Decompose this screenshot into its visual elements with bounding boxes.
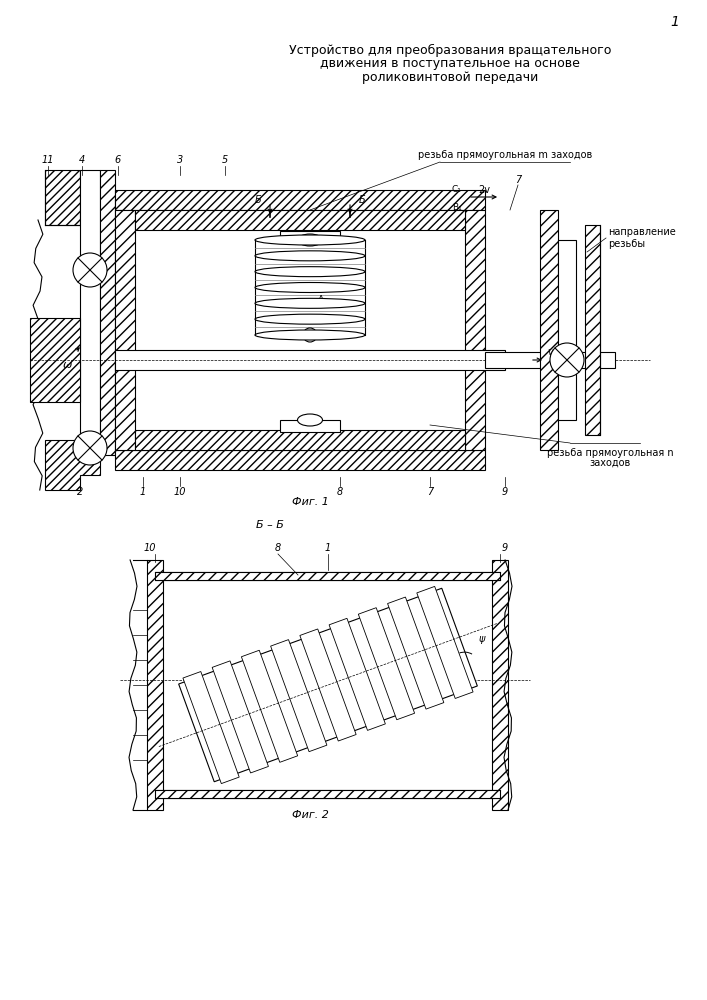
Bar <box>100 170 115 455</box>
Bar <box>558 240 576 420</box>
Circle shape <box>73 431 107 465</box>
Text: v: v <box>547 347 553 357</box>
Text: ω: ω <box>64 360 73 370</box>
Text: 8: 8 <box>275 543 281 553</box>
Text: Б – Б: Б – Б <box>256 520 284 530</box>
Bar <box>135 430 465 450</box>
Ellipse shape <box>298 414 322 426</box>
Ellipse shape <box>303 328 317 342</box>
Polygon shape <box>387 597 444 709</box>
Polygon shape <box>241 650 298 762</box>
Text: 1: 1 <box>670 15 679 29</box>
Text: 11: 11 <box>42 155 54 165</box>
Polygon shape <box>179 588 477 782</box>
Ellipse shape <box>255 251 365 261</box>
Polygon shape <box>417 586 473 698</box>
Polygon shape <box>45 170 100 225</box>
Text: Фиг. 2: Фиг. 2 <box>291 810 329 820</box>
Bar <box>30 318 80 402</box>
Bar <box>80 170 100 455</box>
Text: κ: κ <box>457 660 462 670</box>
Ellipse shape <box>255 314 365 324</box>
Bar <box>155 572 500 580</box>
Ellipse shape <box>255 267 365 277</box>
Text: 10: 10 <box>174 487 186 497</box>
Ellipse shape <box>298 234 322 246</box>
Polygon shape <box>183 672 239 784</box>
Polygon shape <box>45 440 100 490</box>
Text: заходов: заходов <box>590 458 631 468</box>
Bar <box>155 790 500 798</box>
Text: 8: 8 <box>337 487 343 497</box>
Bar <box>280 420 340 432</box>
Bar <box>115 190 485 210</box>
Bar <box>585 225 600 435</box>
Text: резьбы: резьбы <box>608 239 645 249</box>
Bar <box>115 450 485 470</box>
Bar <box>115 210 135 450</box>
Text: Устройство для преобразования вращательного: Устройство для преобразования вращательн… <box>289 43 611 57</box>
Bar <box>135 210 465 230</box>
Bar <box>485 352 615 368</box>
Bar <box>115 350 505 370</box>
Text: C₁: C₁ <box>452 186 462 194</box>
Text: роликовинтовой передачи: роликовинтовой передачи <box>362 72 538 85</box>
Text: 2v: 2v <box>478 185 490 195</box>
Polygon shape <box>300 629 356 741</box>
Text: движения в поступательное на основе: движения в поступательное на основе <box>320 57 580 70</box>
Text: 1: 1 <box>325 543 331 553</box>
Text: Б: Б <box>358 195 366 205</box>
Polygon shape <box>329 618 385 730</box>
Circle shape <box>550 343 584 377</box>
Ellipse shape <box>255 298 365 308</box>
Text: 2: 2 <box>77 487 83 497</box>
Text: ψ: ψ <box>479 634 485 644</box>
Text: резьба прямоугольная n: резьба прямоугольная n <box>547 448 673 458</box>
Bar <box>540 210 558 450</box>
Ellipse shape <box>255 235 365 245</box>
Polygon shape <box>271 640 327 752</box>
Text: Б: Б <box>255 195 262 205</box>
Text: 7: 7 <box>515 175 521 185</box>
Polygon shape <box>358 608 414 720</box>
Text: резьба прямоугольная m заходов: резьба прямоугольная m заходов <box>418 150 592 160</box>
Text: 9: 9 <box>502 487 508 497</box>
Bar <box>492 560 508 810</box>
Text: Фиг. 1: Фиг. 1 <box>291 497 329 507</box>
Text: 4: 4 <box>79 155 85 165</box>
Text: 6: 6 <box>115 155 121 165</box>
Ellipse shape <box>255 330 365 340</box>
Text: 7: 7 <box>427 487 433 497</box>
Text: B₁: B₁ <box>452 202 462 212</box>
Text: 9: 9 <box>502 543 508 553</box>
Ellipse shape <box>255 282 365 292</box>
Bar <box>147 560 163 810</box>
Text: 1: 1 <box>140 487 146 497</box>
Text: A₁: A₁ <box>318 296 328 304</box>
Text: 10: 10 <box>144 543 156 553</box>
Circle shape <box>73 253 107 287</box>
Bar <box>280 231 340 243</box>
Polygon shape <box>212 661 269 773</box>
Text: направление: направление <box>608 227 676 237</box>
Text: 3: 3 <box>177 155 183 165</box>
Bar <box>465 210 485 450</box>
Text: 5: 5 <box>222 155 228 165</box>
